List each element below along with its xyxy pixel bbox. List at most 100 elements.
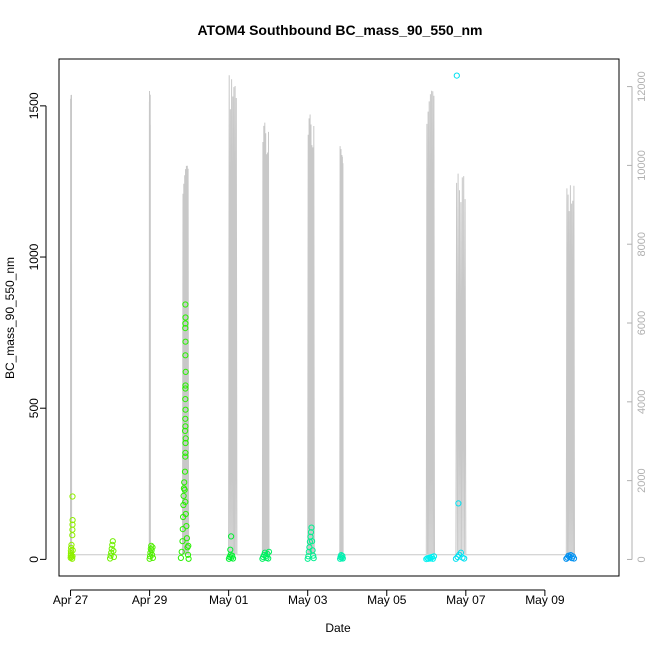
data-point xyxy=(69,555,76,562)
data-point xyxy=(452,555,459,562)
data-point xyxy=(182,427,189,434)
data-point xyxy=(265,548,273,555)
x-tick-label: May 03 xyxy=(288,593,328,607)
data-point xyxy=(180,492,187,499)
data-point xyxy=(182,382,189,389)
data-point xyxy=(185,555,192,562)
data-point xyxy=(69,521,76,528)
data-point xyxy=(182,435,189,442)
y2-tick-label: 0 xyxy=(636,556,648,562)
altitude-profile xyxy=(70,75,575,556)
data-point xyxy=(179,538,186,545)
data-point xyxy=(265,555,272,562)
data-point xyxy=(310,552,317,559)
data-point xyxy=(149,554,156,562)
x-tick-label: Apr 27 xyxy=(53,593,89,607)
data-point xyxy=(461,555,468,562)
data-point xyxy=(109,538,116,545)
data-point xyxy=(182,415,189,422)
data-point xyxy=(177,554,184,562)
data-point xyxy=(305,548,312,555)
data-point xyxy=(182,325,189,332)
data-point xyxy=(149,544,156,551)
x-tick-label: Apr 29 xyxy=(132,593,168,607)
y2-tick-label: 8000 xyxy=(636,232,648,256)
data-point xyxy=(181,486,188,493)
data-point xyxy=(182,385,189,392)
y2-tick-label: 6000 xyxy=(636,311,648,335)
data-point xyxy=(229,555,237,562)
data-point xyxy=(178,548,185,555)
data-point xyxy=(425,555,432,562)
data-point xyxy=(107,552,114,559)
data-point xyxy=(339,552,346,560)
x-tick-label: May 01 xyxy=(209,593,249,607)
data-point xyxy=(455,500,462,507)
y2-tick-label: 2000 xyxy=(636,468,648,492)
data-point xyxy=(182,498,189,505)
x-axis-label: Date xyxy=(325,621,351,635)
data-point xyxy=(181,479,188,486)
data-point xyxy=(69,553,76,560)
data-point xyxy=(182,368,189,375)
plot-frame xyxy=(58,58,620,577)
x-tick-label: May 09 xyxy=(525,593,565,607)
data-point xyxy=(149,551,156,558)
data-point xyxy=(182,301,189,308)
data-point xyxy=(182,352,189,359)
y2-tick-label: 12000 xyxy=(636,71,648,102)
y-tick-label: 1000 xyxy=(27,243,41,270)
data-point xyxy=(183,535,190,542)
axes: Apr 27 Apr 29 May 01 May 03 May 05 May 07 May … xyxy=(27,71,648,607)
data-point xyxy=(107,555,114,562)
y2-tick-label: 4000 xyxy=(636,390,648,414)
data-point xyxy=(185,542,192,549)
data-point xyxy=(182,338,189,345)
chart-title: ATOM4 Southbound BC_mass_90_550_nm xyxy=(197,22,482,38)
x-tick-label: May 07 xyxy=(446,593,486,607)
data-point xyxy=(430,553,438,560)
data-point xyxy=(182,449,189,456)
y2-tick-label: 10000 xyxy=(636,150,648,181)
data-point xyxy=(69,517,76,524)
data-point xyxy=(338,552,345,559)
data-point xyxy=(182,510,189,518)
data-points xyxy=(67,72,578,563)
data-point xyxy=(309,538,316,545)
data-point xyxy=(229,552,236,559)
data-point xyxy=(182,423,189,430)
data-point xyxy=(69,493,76,500)
data-point xyxy=(182,396,189,403)
data-point xyxy=(227,546,234,553)
data-point xyxy=(228,533,235,540)
data-point xyxy=(148,547,155,554)
data-point xyxy=(307,529,315,536)
data-point xyxy=(182,406,189,413)
data-point xyxy=(109,541,116,549)
x-tick-label: May 05 xyxy=(367,593,407,607)
y-tick-label: 1500 xyxy=(27,92,41,119)
data-point xyxy=(182,320,189,327)
data-point xyxy=(180,501,187,509)
data-point xyxy=(182,314,189,321)
data-point xyxy=(183,523,190,530)
data-point xyxy=(184,551,192,558)
data-point xyxy=(304,555,311,562)
data-point xyxy=(308,524,315,531)
data-point xyxy=(339,555,346,562)
altitude-line xyxy=(70,75,575,556)
data-point xyxy=(182,453,189,460)
y-tick-label: 0 xyxy=(27,556,41,563)
data-point xyxy=(310,555,317,562)
data-point xyxy=(423,556,430,563)
data-point xyxy=(181,468,189,475)
data-point xyxy=(570,555,578,562)
y-axis-label: BC_mass_90_550_nm xyxy=(3,257,17,379)
data-point xyxy=(182,439,189,447)
data-point xyxy=(110,547,117,555)
data-point xyxy=(148,542,155,549)
data-point xyxy=(179,526,186,533)
